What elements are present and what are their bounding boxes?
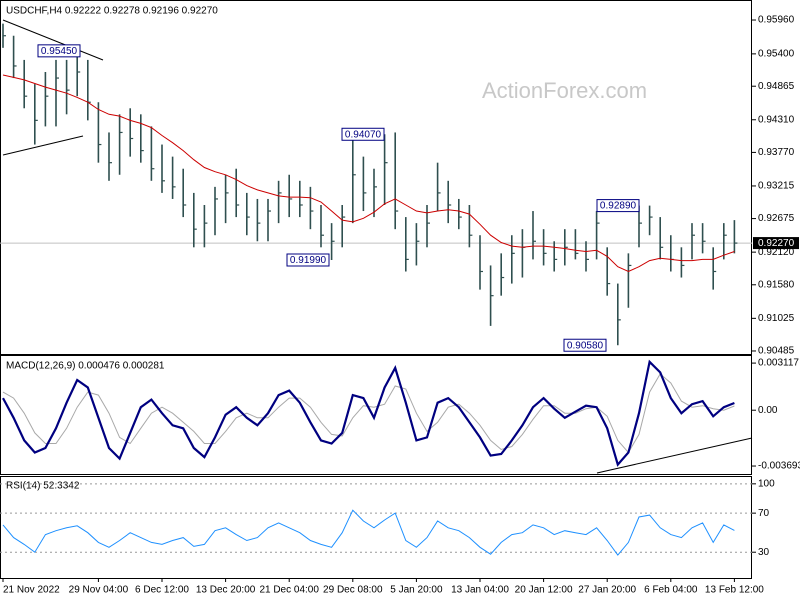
trend-line <box>596 437 753 474</box>
price-pane <box>0 0 752 355</box>
trend-line <box>2 135 84 156</box>
chart-title: USDCHF,H4 0.92222 0.92278 0.92196 0.9227… <box>6 6 218 17</box>
y-tick-label: 0.91580 <box>758 279 795 290</box>
y-tick-label: 0.93215 <box>758 181 795 192</box>
y-tick-label: 0.90485 <box>758 346 795 357</box>
trend-line <box>2 19 104 61</box>
x-tick-label: 21 Dec 04:00 <box>259 585 319 596</box>
y-tick-label: -0.003693 <box>758 461 800 472</box>
x-tick-label: 20 Jan 12:00 <box>515 585 573 596</box>
macd-title: MACD(12,26,9) 0.000476 0.000281 <box>6 361 165 372</box>
y-tick-label: 0.94865 <box>758 81 795 92</box>
price-annotation: 0.91990 <box>290 255 327 266</box>
macd-line <box>2 359 735 467</box>
x-tick-label: 27 Jan 20:00 <box>578 585 636 596</box>
price-annotation-box <box>37 44 81 58</box>
moving-average <box>2 74 735 273</box>
y-tick-label: 100 <box>758 478 775 489</box>
y-tick-label: 0.91025 <box>758 313 795 324</box>
y-tick-label: 0.95400 <box>758 49 795 60</box>
y-tick-label: 0.94310 <box>758 114 795 125</box>
y-tick-label: 0.93770 <box>758 147 795 158</box>
y-tick-label: 0.00 <box>758 405 778 416</box>
y-tick-label: 0.95960 <box>758 15 795 26</box>
price-annotation: 0.94070 <box>345 129 382 140</box>
last-price-box <box>753 237 799 250</box>
y-tick-label: 30 <box>758 547 770 558</box>
x-tick-label: 13 Feb 12:00 <box>705 585 764 596</box>
x-tick-label: 29 Nov 04:00 <box>69 585 129 596</box>
x-tick-label: 13 Jan 04:00 <box>451 585 509 596</box>
price-annotation-box <box>341 127 385 141</box>
last-price-label: 0.92270 <box>758 238 795 249</box>
price-annotation-box <box>286 253 330 267</box>
x-tick-label: 6 Dec 12:00 <box>135 585 189 596</box>
price-annotation: 0.90580 <box>567 340 604 351</box>
price-annotation: 0.92890 <box>600 201 637 212</box>
y-tick-label: 0.003117 <box>758 358 799 369</box>
rsi-line <box>2 509 735 556</box>
rsi-title: RSI(14) 52.3342 <box>6 481 80 492</box>
y-tick-label: 70 <box>758 508 770 519</box>
x-tick-label: 29 Dec 08:00 <box>323 585 383 596</box>
y-tick-label: 0.92120 <box>758 247 795 258</box>
x-tick-label: 5 Jan 20:00 <box>390 585 443 596</box>
x-tick-label: 13 Dec 20:00 <box>196 585 256 596</box>
x-tick-label: 21 Nov 2022 <box>3 585 60 596</box>
price-annotation-box <box>563 338 607 352</box>
macd-pane <box>0 355 752 475</box>
y-tick-label: 0.92675 <box>758 213 795 224</box>
price-annotation-box <box>596 199 640 213</box>
rsi-pane <box>0 476 752 579</box>
x-tick-label: 6 Feb 04:00 <box>644 585 698 596</box>
price-annotation: 0.95450 <box>41 46 78 57</box>
watermark: ActionForex.com <box>482 78 647 103</box>
